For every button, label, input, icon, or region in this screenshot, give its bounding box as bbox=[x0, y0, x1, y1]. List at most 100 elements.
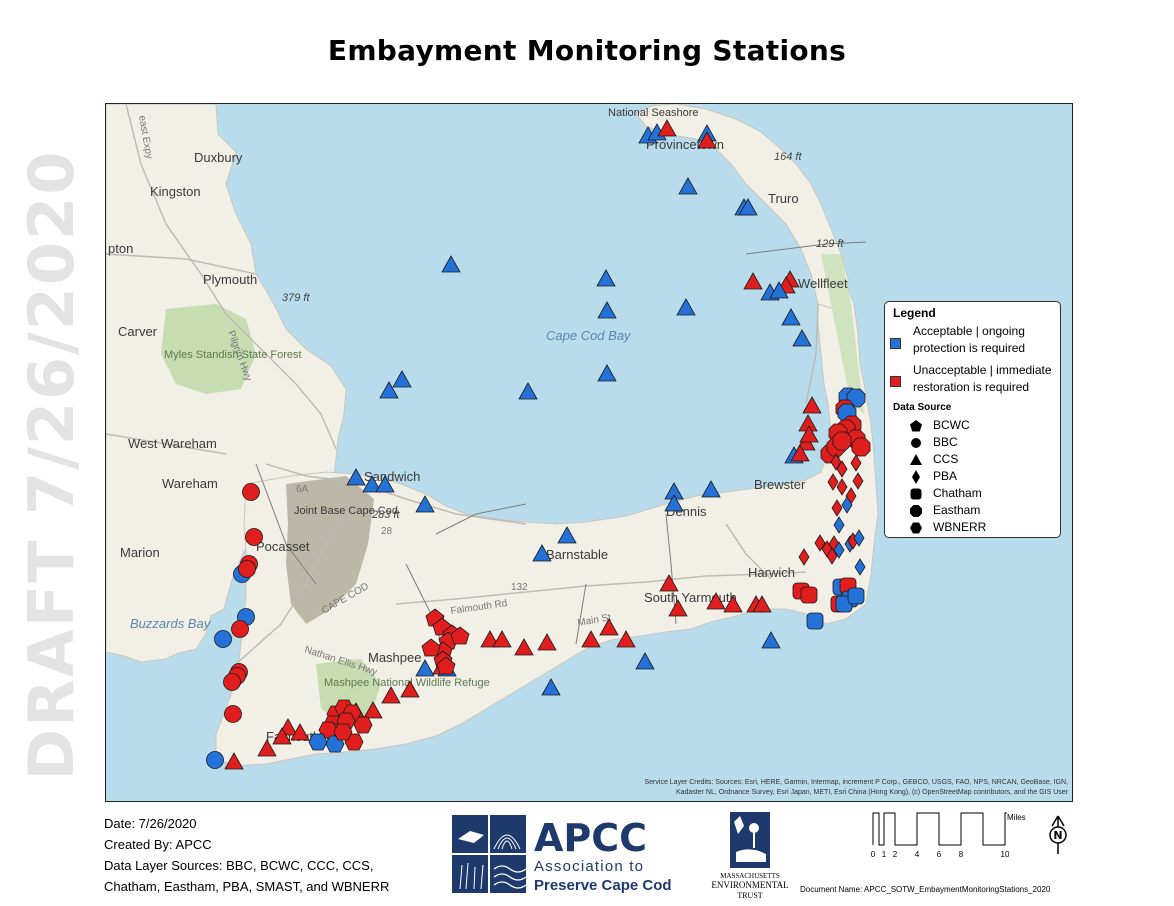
ccs-station-marker[interactable] bbox=[668, 599, 688, 617]
pba-station-marker[interactable] bbox=[841, 496, 853, 514]
bcwc-station-marker[interactable] bbox=[450, 626, 470, 645]
bbc-station-marker[interactable] bbox=[223, 673, 241, 691]
bcwc-station-marker[interactable] bbox=[436, 656, 456, 675]
eastham-station-marker[interactable] bbox=[832, 431, 852, 451]
pba-station-marker[interactable] bbox=[854, 558, 866, 576]
ccs-station-marker[interactable] bbox=[635, 652, 655, 670]
ccs-station-marker[interactable] bbox=[616, 630, 636, 648]
ccs-station-marker[interactable] bbox=[761, 631, 781, 649]
ccs-station-marker[interactable] bbox=[701, 480, 721, 498]
ccs-station-marker[interactable] bbox=[441, 255, 461, 273]
ccs-station-marker[interactable] bbox=[480, 630, 500, 648]
ccs-station-marker[interactable] bbox=[290, 723, 310, 741]
ccs-station-marker[interactable] bbox=[392, 370, 412, 388]
ccs-station-marker[interactable] bbox=[272, 727, 292, 745]
ccs-station-marker[interactable] bbox=[557, 526, 577, 544]
footer-created: Created By: APCC bbox=[104, 837, 212, 852]
ccs-station-marker[interactable] bbox=[597, 301, 617, 319]
map-canvas[interactable]: Duxbury Kingston Plymouth Carver West Wa… bbox=[106, 104, 1072, 801]
scale-bar: Miles 0 1 2 4 6 8 10 bbox=[871, 812, 1026, 859]
label-route-6a: 6A bbox=[296, 484, 309, 495]
ccs-station-marker[interactable] bbox=[363, 701, 383, 719]
upper-cape bbox=[215, 281, 879, 767]
ccs-station-marker[interactable] bbox=[492, 630, 512, 648]
pba-station-marker[interactable] bbox=[836, 460, 848, 478]
bbc-station-marker[interactable] bbox=[224, 705, 242, 723]
seashore-green bbox=[821, 254, 864, 414]
ccs-station-marker[interactable] bbox=[375, 475, 395, 493]
ccs-station-marker[interactable] bbox=[362, 475, 382, 493]
bbc-station-marker[interactable] bbox=[206, 751, 224, 769]
label-carver: Carver bbox=[118, 324, 158, 339]
wbnerr-station-marker[interactable] bbox=[333, 723, 353, 741]
ccs-station-marker[interactable] bbox=[224, 752, 244, 770]
ccs-station-marker[interactable] bbox=[738, 198, 758, 216]
ccs-station-marker[interactable] bbox=[723, 595, 743, 613]
legend-source-chatham: Chatham bbox=[933, 486, 982, 500]
pba-station-marker[interactable] bbox=[826, 547, 838, 565]
wbnerr-station-marker[interactable] bbox=[353, 716, 373, 734]
pba-station-marker[interactable] bbox=[853, 529, 865, 547]
pba-station-marker[interactable] bbox=[798, 548, 810, 566]
ccs-station-marker[interactable] bbox=[752, 595, 772, 613]
ccs-station-marker[interactable] bbox=[581, 630, 601, 648]
ccs-station-marker[interactable] bbox=[346, 468, 366, 486]
ccs-station-marker[interactable] bbox=[792, 329, 812, 347]
bbc-station-marker[interactable] bbox=[245, 528, 263, 546]
ccs-station-marker[interactable] bbox=[537, 633, 557, 651]
ccs-station-marker[interactable] bbox=[415, 495, 435, 513]
wbnerr-station-marker[interactable] bbox=[344, 733, 364, 751]
ccs-station-marker[interactable] bbox=[743, 272, 763, 290]
chatham-station-marker[interactable] bbox=[847, 587, 865, 605]
scale-tick: 0 bbox=[871, 850, 876, 859]
bcwc-station-marker[interactable] bbox=[421, 638, 441, 657]
ccs-station-marker[interactable] bbox=[799, 425, 819, 443]
label-cape-cod-bay: Cape Cod Bay bbox=[546, 328, 632, 343]
pba-station-marker[interactable] bbox=[852, 472, 864, 490]
ccs-station-marker[interactable] bbox=[400, 680, 420, 698]
scale-tick: 1 bbox=[882, 850, 887, 859]
wbnerr-station-marker[interactable] bbox=[308, 733, 328, 751]
map-frame[interactable]: Duxbury Kingston Plymouth Carver West Wa… bbox=[105, 103, 1073, 802]
ccs-station-marker[interactable] bbox=[599, 618, 619, 636]
bbc-station-marker[interactable] bbox=[231, 620, 249, 638]
ccs-station-marker[interactable] bbox=[678, 177, 698, 195]
legend-source-bbc: BBC bbox=[933, 435, 958, 449]
pba-station-marker[interactable] bbox=[814, 534, 826, 552]
ccs-station-marker[interactable] bbox=[676, 298, 696, 316]
pba-station-marker[interactable] bbox=[833, 516, 845, 534]
eastham-station-marker[interactable] bbox=[851, 437, 871, 457]
pba-station-marker[interactable] bbox=[836, 478, 848, 496]
ccs-station-marker[interactable] bbox=[657, 119, 677, 137]
ccs-station-marker[interactable] bbox=[541, 678, 561, 696]
chatham-station-marker[interactable] bbox=[806, 612, 824, 630]
bbc-station-marker[interactable] bbox=[238, 560, 256, 578]
ccs-station-marker[interactable] bbox=[697, 131, 717, 149]
ccs-station-marker[interactable] bbox=[781, 308, 801, 326]
bbc-station-marker[interactable] bbox=[214, 630, 232, 648]
label-elev-129: 129 ft bbox=[816, 238, 844, 250]
bbc-station-marker[interactable] bbox=[242, 483, 260, 501]
chatham-station-marker[interactable] bbox=[800, 586, 818, 604]
ccs-station-marker[interactable] bbox=[518, 382, 538, 400]
ccs-station-marker[interactable] bbox=[514, 638, 534, 656]
ccs-station-marker[interactable] bbox=[664, 494, 684, 512]
ccs-station-marker[interactable] bbox=[596, 269, 616, 287]
ccs-station-marker[interactable] bbox=[769, 281, 789, 299]
ccs-station-marker[interactable] bbox=[532, 544, 552, 562]
ccs-station-marker[interactable] bbox=[706, 592, 726, 610]
ccs-station-marker[interactable] bbox=[379, 381, 399, 399]
ccs-station-marker[interactable] bbox=[257, 739, 277, 757]
pba-station-marker[interactable] bbox=[833, 541, 845, 559]
ccs-station-marker[interactable] bbox=[381, 686, 401, 704]
ccs-station-marker[interactable] bbox=[597, 364, 617, 382]
ccs-station-marker[interactable] bbox=[802, 396, 822, 414]
pba-station-marker[interactable] bbox=[831, 499, 843, 517]
ccs-station-marker[interactable] bbox=[415, 659, 435, 677]
label-truro: Truro bbox=[768, 191, 799, 206]
ccs-station-marker[interactable] bbox=[659, 574, 679, 592]
pba-station-marker[interactable] bbox=[850, 454, 862, 472]
ccs-station-marker[interactable] bbox=[790, 444, 810, 462]
label-elev-283: 283 ft bbox=[371, 509, 400, 521]
pba-station-marker[interactable] bbox=[827, 473, 839, 491]
